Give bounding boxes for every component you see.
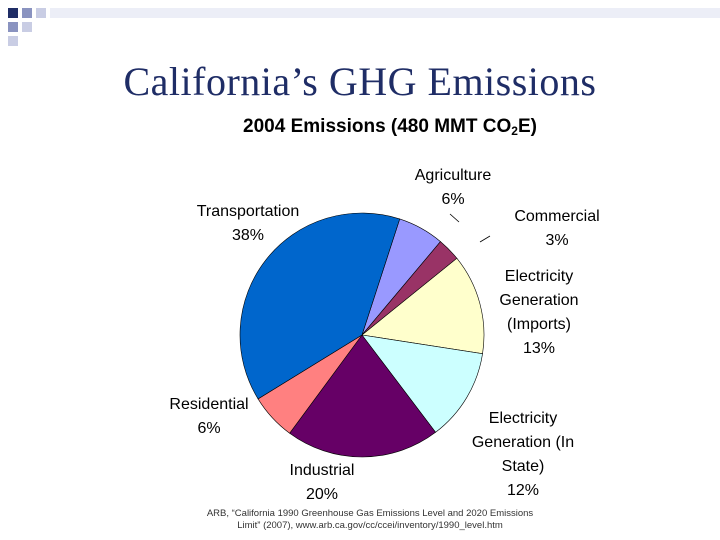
decor-square-3 xyxy=(8,22,18,32)
decor-square-5 xyxy=(36,8,46,18)
slice-label-line: Transportation xyxy=(197,203,300,220)
slice-label-line: (Imports) xyxy=(507,316,571,333)
pie-slice-industrial xyxy=(289,334,437,458)
slice-label: Industrial 20% xyxy=(290,462,355,503)
source-note-line-2: Limit” (2007), www.arb.ca.gov/cc/ccei/in… xyxy=(237,520,503,531)
decor-bar xyxy=(50,8,720,18)
chart-title: 2004 Emissions (480 MMT CO2E) xyxy=(160,116,620,138)
slice-label-line: Generation xyxy=(499,292,578,309)
source-note-line-1: ARB, “California 1990 Greenhouse Gas Emi… xyxy=(206,508,534,519)
corner-decoration xyxy=(8,8,720,46)
chart-title-main: 2004 Emissions (480 MMT CO xyxy=(243,116,512,137)
slice-label-line: Generation (In xyxy=(472,434,574,451)
leader-line xyxy=(479,235,491,243)
slice-label: Electricity Generation (Imports) 13% xyxy=(499,268,578,357)
source-note: ARB, “California 1990 Greenhouse Gas Emi… xyxy=(150,508,590,532)
slice-label-line: Electricity xyxy=(505,268,573,285)
slice-label-line: 6% xyxy=(197,420,220,437)
chart-title-end: E) xyxy=(517,116,537,137)
slice-label-line: 12% xyxy=(507,482,539,499)
slice-label: Commercial 3% xyxy=(514,208,599,249)
pie-slice-electricity-generation-imports xyxy=(361,257,485,355)
slice-label-line: Commercial xyxy=(514,208,599,225)
slice-label-line: 3% xyxy=(545,232,568,249)
pie-slice-transportation xyxy=(239,212,401,400)
slide-title: California’s GHG Emissions xyxy=(123,59,597,104)
chart-title-subscript: 2 xyxy=(511,124,518,138)
slice-label-line: 38% xyxy=(232,227,264,244)
leader-line xyxy=(449,213,460,223)
slice-label-line: State) xyxy=(502,458,545,475)
slice-label-line: Agriculture xyxy=(415,167,492,184)
decor-square-2 xyxy=(22,8,32,18)
slice-label: Electricity Generation (In State) 12% xyxy=(472,410,574,499)
decor-square-1 xyxy=(8,8,18,18)
decor-square-6 xyxy=(8,36,18,46)
slice-label: Transportation 38% xyxy=(197,203,300,244)
pie-slice-electricity-generation-in-state xyxy=(361,334,483,433)
slice-label-line: 20% xyxy=(306,486,338,503)
slice-label-line: 6% xyxy=(441,191,464,208)
slice-label-line: Electricity xyxy=(489,410,557,427)
slice-label: Residential 6% xyxy=(169,396,248,437)
slice-label: Agriculture 6% xyxy=(415,167,492,208)
slice-label-line: 13% xyxy=(523,340,555,357)
slice-label-line: Industrial xyxy=(290,462,355,479)
decor-square-4 xyxy=(22,22,32,32)
slice-label-line: Residential xyxy=(169,396,248,413)
